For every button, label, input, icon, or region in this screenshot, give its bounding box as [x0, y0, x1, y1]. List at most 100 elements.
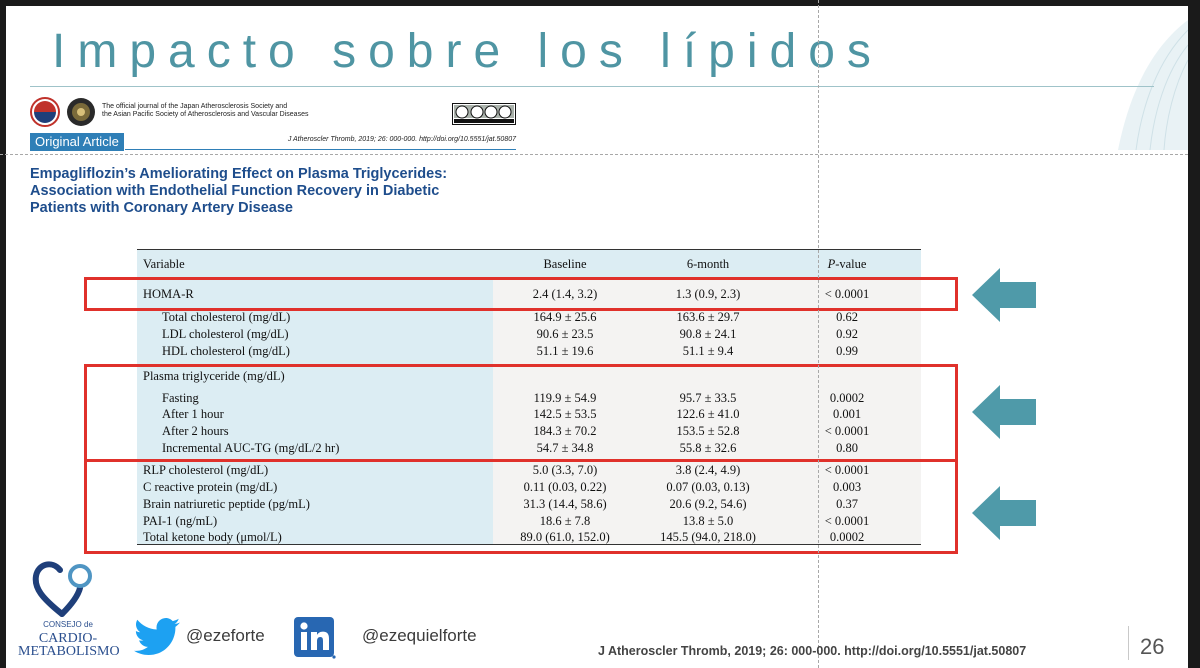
article-title-line: Patients with Coronary Artery Disease	[30, 200, 293, 216]
window-frame-left	[0, 0, 6, 668]
table-cell-p-value: < 0.0001	[824, 514, 870, 528]
twitter-handle[interactable]: @ezeforte	[186, 626, 265, 645]
consejo-cardiometabolismo-logo: CONSEJO de CARDIO- METABOLISMO	[18, 558, 120, 662]
table-cell-variable: HOMA-R	[143, 287, 194, 301]
highlight-box-markers	[84, 459, 958, 554]
table-cell-6-month: 51.1 ± 9.4	[682, 344, 734, 358]
table-cell-6-month: 145.5 (94.0, 218.0)	[660, 530, 756, 544]
article-title-line: Association with Endothelial Function Re…	[30, 183, 440, 199]
table-cell-variable: Brain natriuretic peptide (pg/mL)	[143, 497, 310, 511]
article-title-line: Empagliflozin’s Ameliorating Effect on P…	[30, 166, 448, 182]
table-cell-variable: Fasting	[162, 391, 199, 405]
guide-line-vertical	[818, 0, 819, 668]
table-cell-p-value: < 0.0001	[824, 463, 870, 477]
window-frame-right	[1188, 0, 1200, 668]
table-cell-p-value: 0.80	[836, 441, 858, 455]
jas-society-logo-icon	[30, 97, 60, 127]
slide-title: Impacto sobre los lípidos	[52, 25, 883, 78]
table-cell-6-month: 1.3 (0.9, 2.3)	[675, 287, 741, 301]
table-rule-bottom	[137, 544, 921, 545]
table-cell-6-month: 13.8 ± 5.0	[682, 514, 734, 528]
table-header-band	[137, 249, 921, 277]
highlight-box-triglyceride	[84, 364, 958, 462]
table-cell-baseline: 119.9 ± 54.9	[533, 391, 597, 405]
table-cell-p-value: < 0.0001	[824, 424, 870, 438]
table-cell-baseline: 142.5 ± 53.5	[533, 407, 597, 421]
linkedin-handle[interactable]: @ezequielforte	[362, 626, 477, 645]
footer-citation: J Atheroscler Thromb, 2019; 26: 000-000.…	[598, 644, 1027, 658]
linkedin-icon[interactable]	[294, 617, 336, 659]
p-value-italic: P	[827, 257, 836, 271]
arrow-left-icon	[972, 486, 1036, 540]
table-cell-variable: Total cholesterol (mg/dL)	[162, 310, 291, 324]
title-divider	[30, 86, 1154, 87]
table-cell-6-month: 95.7 ± 33.5	[679, 391, 737, 405]
table-cell-variable: After 2 hours	[162, 424, 229, 438]
page-number-divider	[1128, 626, 1129, 660]
guide-line-horizontal	[0, 154, 1188, 155]
cc-by-nc-sa-license-icon	[452, 103, 516, 125]
table-cell-6-month: 0.07 (0.03, 0.13)	[666, 480, 750, 494]
column-header-baseline: Baseline	[543, 257, 587, 271]
journal-divider	[125, 149, 516, 150]
twitter-icon[interactable]	[134, 618, 180, 656]
table-cell-p-value: 0.99	[836, 344, 858, 358]
column-header-6-month: 6-month	[686, 257, 730, 271]
table-cell-baseline: 31.3 (14.4, 58.6)	[523, 497, 607, 511]
table-cell-baseline: 90.6 ± 23.5	[536, 327, 594, 341]
table-cell-baseline: 18.6 ± 7.8	[539, 514, 591, 528]
table-cell-variable: Incremental AUC-TG (mg/dL/2 hr)	[162, 441, 340, 455]
council-prefix: CONSEJO de	[43, 620, 93, 629]
arrow-left-icon	[972, 268, 1036, 322]
journal-header: The official journal of the Japan Athero…	[30, 95, 516, 151]
table-section-heading-triglyceride: Plasma triglyceride (mg/dL)	[143, 369, 285, 383]
table-cell-baseline: 184.3 ± 70.2	[533, 424, 597, 438]
table-cell-baseline: 54.7 ± 34.8	[536, 441, 594, 455]
table-cell-p-value: 0.62	[836, 310, 858, 324]
council-name: CARDIO- METABOLISMO	[18, 631, 120, 659]
table-cell-6-month: 20.6 (9.2, 54.6)	[669, 497, 747, 511]
table-cell-6-month: 163.6 ± 29.7	[676, 310, 740, 324]
p-value-suffix: -value	[835, 257, 867, 271]
table-cell-baseline: 51.1 ± 19.6	[536, 344, 594, 358]
window-frame-top	[0, 0, 1200, 6]
journal-description: The official journal of the Japan Athero…	[102, 103, 308, 119]
council-name-line: CARDIO-	[38, 631, 98, 646]
heart-logo-icon	[32, 561, 92, 617]
table-cell-baseline: 0.11 (0.03, 0.22)	[523, 480, 607, 494]
highlight-box-homa	[84, 277, 958, 311]
table-cell-6-month: 90.8 ± 24.1	[679, 327, 737, 341]
table-cell-p-value: 0.001	[832, 407, 862, 421]
table-cell-6-month: 55.8 ± 32.6	[679, 441, 737, 455]
journal-citation: J Atheroscler Thromb, 2019; 26: 000-000.…	[287, 136, 516, 143]
table-cell-p-value: 0.37	[836, 497, 858, 511]
table-cell-p-value: 0.0002	[829, 391, 865, 405]
table-cell-baseline: 89.0 (61.0, 152.0)	[520, 530, 610, 544]
table-cell-baseline: 5.0 (3.3, 7.0)	[532, 463, 598, 477]
arrow-left-icon	[972, 385, 1036, 439]
decorative-swoosh	[1118, 20, 1188, 150]
table-cell-variable: RLP cholesterol (mg/dL)	[143, 463, 269, 477]
table-cell-baseline: 2.4 (1.4, 3.2)	[532, 287, 598, 301]
table-cell-variable: LDL cholesterol (mg/dL)	[162, 327, 289, 341]
column-header-p-value: P-value	[785, 257, 909, 272]
table-cell-variable: HDL cholesterol (mg/dL)	[162, 344, 290, 358]
table-cell-baseline: 164.9 ± 25.6	[533, 310, 597, 324]
journal-description-line: the Asian Pacific Society of Atheroscler…	[102, 111, 309, 118]
table-cell-variable: Total ketone body (μmol/L)	[143, 530, 282, 544]
column-header-variable: Variable	[143, 257, 185, 271]
table-cell-6-month: 153.5 ± 52.8	[676, 424, 740, 438]
page-number: 26	[1140, 634, 1165, 659]
table-cell-variable: PAI-1 (ng/mL)	[143, 514, 218, 528]
council-name-line: METABOLISMO	[18, 644, 120, 659]
table-cell-6-month: 3.8 (2.4, 4.9)	[675, 463, 741, 477]
table-cell-6-month: 122.6 ± 41.0	[676, 407, 740, 421]
table-cell-p-value: 0.0002	[829, 530, 865, 544]
table-cell-variable: After 1 hour	[162, 407, 224, 421]
table-cell-variable: C reactive protein (mg/dL)	[143, 480, 278, 494]
table-rule-top	[137, 249, 921, 250]
article-title: Empagliflozin’s Ameliorating Effect on P…	[30, 166, 530, 217]
results-table: Variable Baseline 6-month P-value HOMA-R…	[137, 249, 921, 545]
article-type-badge: Original Article	[30, 133, 124, 151]
journal-description-line: The official journal of the Japan Athero…	[102, 103, 288, 110]
